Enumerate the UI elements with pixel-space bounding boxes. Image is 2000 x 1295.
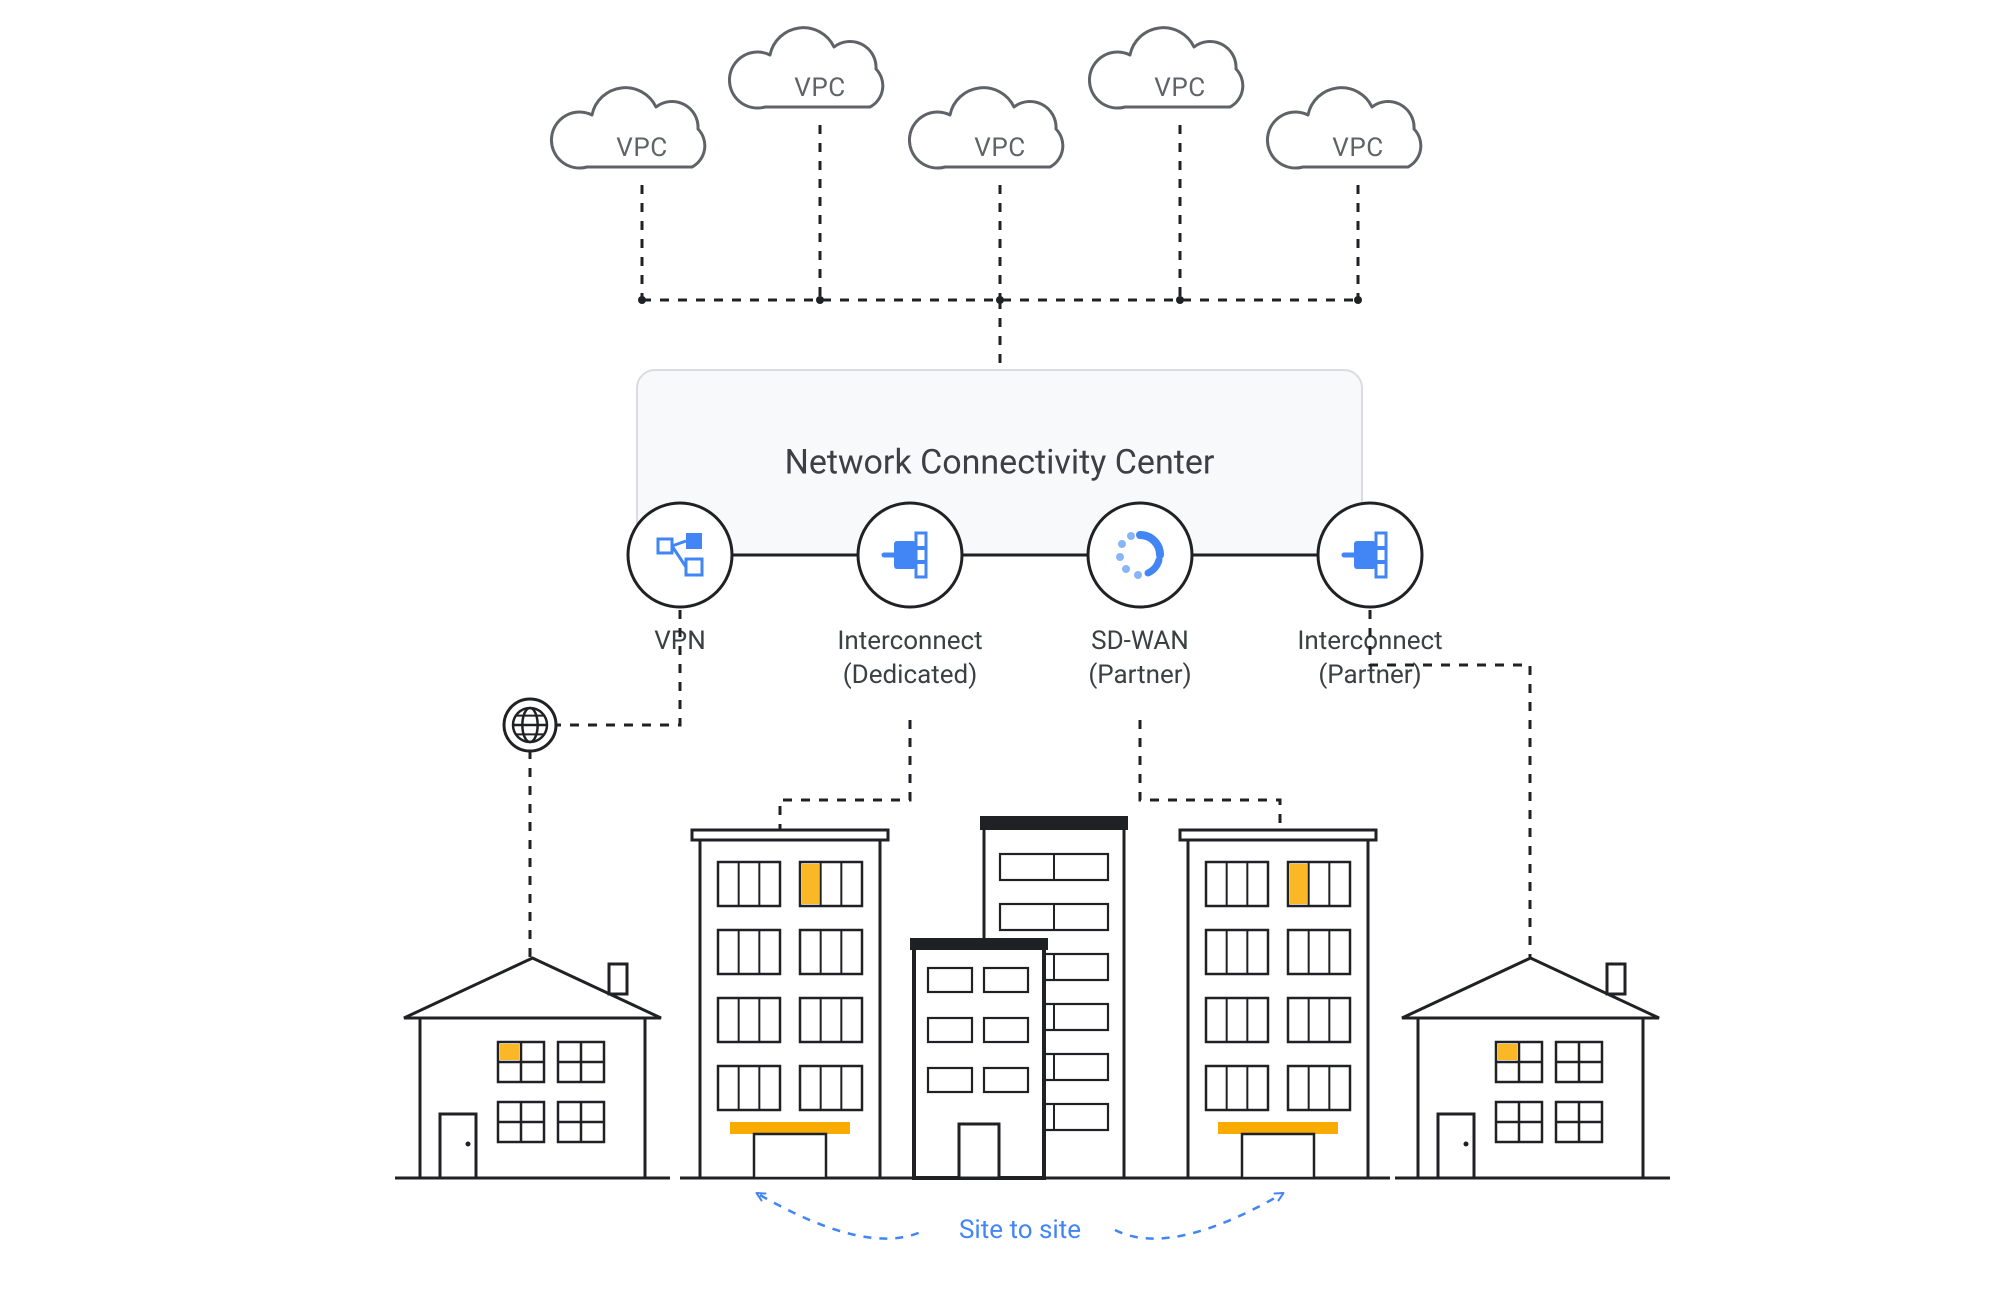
spoke-sdwan: SD-WAN (Partner) <box>1088 503 1192 690</box>
vpc-cloud: VPC <box>1267 88 1420 168</box>
office-right <box>1180 830 1376 1178</box>
vpc-label: VPC <box>794 73 845 103</box>
vpc-label: VPC <box>1332 133 1383 163</box>
center-panel-title: Network Connectivity Center <box>785 442 1215 482</box>
office-left <box>692 830 888 1178</box>
spoke-label: Interconnect <box>837 626 982 656</box>
vpc-cloud: VPC <box>551 88 704 168</box>
house-right <box>1402 958 1659 1178</box>
vpc-label: VPC <box>616 133 667 163</box>
spoke-sublabel: (Partner) <box>1088 660 1191 690</box>
vpc-cloud: VPC <box>909 88 1062 168</box>
vpc-label: VPC <box>1154 73 1205 103</box>
site-to-site-label: Site to site <box>959 1215 1081 1245</box>
spoke-sublabel: (Dedicated) <box>843 660 978 690</box>
center-panel: Network Connectivity Center <box>637 370 1362 555</box>
vpc-cloud: VPC <box>1089 28 1242 108</box>
network-diagram: VPC VPC VPC VPC VPC Network Connectivity Cen… <box>0 0 2000 1295</box>
dashed-link-sdwan-to-bldg4 <box>1140 720 1280 838</box>
internet-globe-node <box>504 699 556 751</box>
spoke-label: SD-WAN <box>1091 626 1189 656</box>
house-left <box>404 958 661 1178</box>
vpc-clouds-group: VPC VPC VPC VPC VPC <box>551 28 1420 168</box>
buildings-group <box>395 816 1670 1178</box>
vpc-cloud: VPC <box>729 28 882 108</box>
lowrise-center <box>910 938 1048 1178</box>
vpc-label: VPC <box>974 133 1025 163</box>
dashed-link-ix-ded-to-bldg2 <box>780 720 910 838</box>
site-to-site-arc: Site to site <box>760 1195 1280 1245</box>
